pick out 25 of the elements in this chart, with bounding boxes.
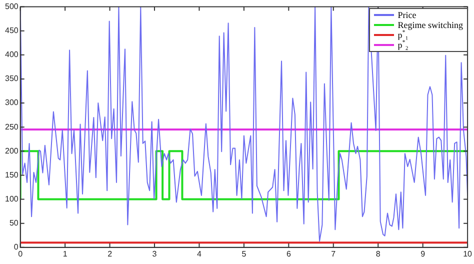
x-tick-label: 5 — [242, 249, 247, 258]
x-tick-label: 7 — [331, 249, 336, 258]
y-tick-label: 0 — [14, 242, 19, 252]
x-tick-label: 3 — [152, 249, 158, 258]
y-tick-label: 250 — [4, 122, 19, 132]
y-tick-label: 350 — [4, 74, 19, 84]
legend-label: p$^{*}$₂ — [398, 40, 408, 50]
y-tick-label: 50 — [9, 218, 19, 228]
x-tick-label: 10 — [463, 249, 473, 258]
y-tick-label: 150 — [4, 170, 19, 180]
y-tick-label: 450 — [4, 26, 19, 36]
x-tick-label: 9 — [420, 249, 426, 258]
y-tick-label: 400 — [4, 50, 19, 60]
x-tick-label: 6 — [286, 249, 292, 258]
y-tick-label: 200 — [4, 146, 19, 156]
y-tick-label: 300 — [4, 98, 19, 108]
x-tick-label: 4 — [197, 249, 202, 258]
x-tick-label: 1 — [62, 249, 68, 258]
y-tick-label: 100 — [4, 194, 19, 204]
y-tick-label: 500 — [4, 2, 19, 12]
legend-label: p$^{*}$₁ — [398, 30, 408, 40]
x-tick-label: 8 — [376, 249, 381, 258]
legend-label: Regime switching — [398, 20, 463, 30]
x-tick-label: 2 — [108, 249, 113, 258]
legend-label: Price — [398, 10, 416, 20]
